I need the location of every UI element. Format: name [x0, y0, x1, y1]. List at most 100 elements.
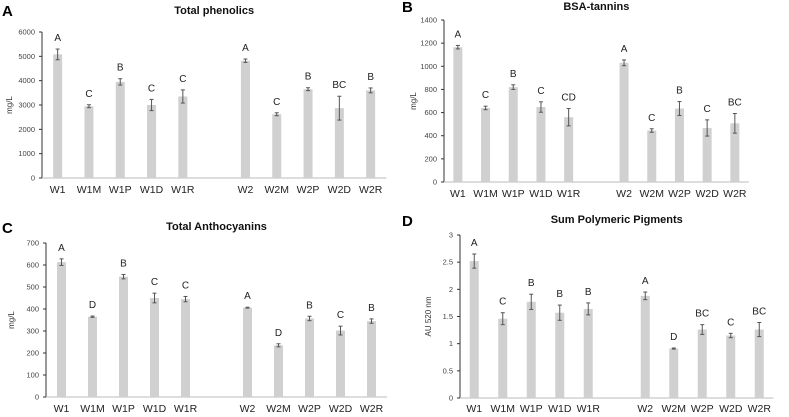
x-tick-label: W1 — [54, 403, 70, 415]
bar — [726, 335, 736, 398]
x-tick-label: W1D — [529, 188, 553, 200]
x-tick-label: W1M — [80, 403, 105, 415]
bar — [469, 261, 479, 398]
x-tick-label: W1R — [171, 184, 195, 196]
significance-letter: C — [727, 317, 734, 328]
x-tick-label: W2R — [748, 403, 772, 415]
x-tick-label: W1P — [112, 403, 135, 415]
bar — [84, 106, 94, 178]
significance-letter: A — [58, 243, 65, 254]
significance-letter: C — [182, 280, 189, 291]
x-tick-label: W1D — [140, 184, 164, 196]
y-tick-label: 3000 — [18, 101, 35, 110]
bar — [334, 108, 344, 178]
bar — [498, 318, 508, 398]
significance-letter: D — [89, 300, 96, 311]
y-tick-label: 300 — [26, 327, 39, 336]
y-tick-label: 5000 — [18, 52, 35, 61]
bar — [336, 330, 345, 397]
bar — [564, 117, 574, 182]
bar — [274, 345, 283, 397]
x-tick-label: W1M — [491, 403, 516, 415]
significance-letter: B — [305, 72, 312, 83]
y-tick-label: 800 — [424, 85, 437, 94]
x-tick-label: W1D — [143, 403, 167, 415]
y-axis-label: mg/L — [7, 311, 16, 329]
significance-letter: B — [510, 69, 517, 80]
significance-letter: C — [179, 74, 186, 85]
bar — [119, 276, 128, 397]
significance-letter: A — [471, 238, 478, 249]
significance-letter: BC — [728, 97, 742, 108]
y-tick-label: 0 — [31, 174, 35, 183]
y-tick-label: 6000 — [18, 28, 35, 37]
panel-letter: B — [402, 0, 413, 16]
y-tick-label: 2.5 — [443, 258, 453, 267]
bar — [555, 312, 565, 398]
y-tick-label: 0 — [449, 394, 453, 403]
bar — [730, 123, 740, 182]
y-tick-label: 2 — [449, 285, 453, 294]
bar — [57, 262, 66, 397]
bar — [481, 107, 491, 182]
bar — [115, 81, 125, 178]
y-tick-label: 400 — [26, 305, 39, 314]
y-tick-label: 4000 — [18, 76, 35, 85]
significance-letter: A — [642, 276, 649, 287]
x-tick-label: W2 — [616, 188, 632, 200]
significance-letter: A — [621, 44, 628, 55]
bar — [647, 130, 657, 182]
y-tick-label: 600 — [26, 261, 39, 270]
x-tick-label: W2D — [695, 188, 719, 200]
significance-letter: A — [455, 29, 462, 40]
y-tick-label: 0.5 — [443, 366, 453, 375]
chart-title: Total Anthocyanins — [166, 221, 267, 233]
significance-letter: CD — [561, 93, 575, 104]
bar — [366, 90, 376, 178]
significance-letter: C — [537, 86, 544, 97]
bar — [526, 301, 536, 398]
x-tick-label: W2P — [298, 403, 321, 415]
bar — [697, 329, 707, 398]
significance-letter: B — [676, 86, 683, 97]
significance-letter: C — [273, 97, 280, 108]
significance-letter: B — [117, 63, 124, 74]
x-tick-label: W2P — [691, 403, 714, 415]
bar — [147, 105, 157, 178]
significance-letter: B — [368, 303, 375, 314]
significance-letter: B — [306, 300, 313, 311]
y-tick-label: 600 — [424, 108, 437, 117]
x-tick-label: W1 — [450, 188, 466, 200]
x-tick-label: W1R — [557, 188, 581, 200]
x-tick-label: W2M — [640, 188, 665, 200]
bar — [583, 308, 593, 398]
x-tick-label: W1M — [77, 184, 102, 196]
x-tick-label: W2M — [266, 403, 291, 415]
y-tick-label: 1400 — [420, 16, 437, 25]
bar — [240, 60, 250, 178]
bar — [150, 298, 159, 397]
y-tick-label: 0 — [35, 393, 39, 402]
panel-letter: C — [2, 220, 13, 237]
x-tick-label: W1P — [520, 403, 543, 415]
bar — [303, 89, 313, 178]
significance-letter: B — [585, 287, 592, 298]
x-tick-label: W2 — [637, 403, 653, 415]
y-tick-label: 700 — [26, 239, 39, 248]
significance-letter: BC — [332, 80, 346, 91]
x-tick-label: W1P — [502, 188, 525, 200]
x-tick-label: W1R — [577, 403, 601, 415]
y-tick-label: 3 — [449, 231, 453, 240]
chart-title: Total phenolics — [174, 5, 254, 17]
significance-letter: C — [499, 297, 506, 308]
bar — [181, 299, 190, 397]
x-tick-label: W2M — [662, 403, 687, 415]
x-tick-label: W2R — [360, 403, 384, 415]
x-tick-label: W2 — [240, 403, 256, 415]
significance-letter: A — [242, 43, 249, 54]
y-axis-label: mg/L — [409, 92, 418, 110]
y-tick-label: 1200 — [420, 39, 437, 48]
bar — [702, 127, 712, 182]
significance-letter: D — [275, 328, 282, 339]
chart-title: Sum Polymeric Pigments — [551, 214, 683, 226]
